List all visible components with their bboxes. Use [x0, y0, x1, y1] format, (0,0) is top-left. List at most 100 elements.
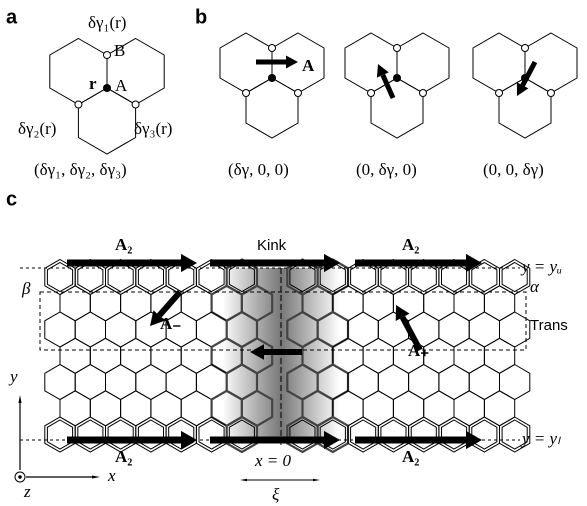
hexagon: [472, 420, 497, 449]
arrow-head: [466, 254, 482, 272]
arrow-shaft: [523, 62, 535, 85]
beta: β: [21, 279, 31, 298]
hexagon: [381, 420, 406, 449]
hexagon: [363, 338, 393, 373]
hexagon: [136, 365, 166, 400]
hexagon: [108, 420, 133, 449]
hexagon: [90, 338, 120, 373]
hexagon: [371, 78, 423, 138]
hexagon: [454, 286, 484, 321]
hexagon: [75, 365, 105, 400]
gamma1: δγ₁(r): [88, 13, 126, 32]
arrow-head: [18, 395, 21, 403]
site: [368, 90, 375, 97]
hexagon: [181, 338, 211, 373]
x-zero: x = 0: [254, 451, 292, 470]
site: [496, 90, 503, 97]
gamma3: δγ₃(r): [134, 119, 172, 138]
site-a: [393, 74, 401, 82]
y-upper: y = yᵤ: [520, 257, 562, 276]
axis-x: x: [107, 466, 116, 485]
hexagon: [246, 78, 298, 138]
hexagon: [136, 417, 166, 452]
arrow-head: [240, 479, 247, 482]
hexagon: [348, 417, 378, 452]
site-a: [103, 84, 111, 92]
hexagon: [393, 391, 423, 426]
hexagon: [121, 338, 151, 373]
hexagon: [397, 33, 449, 93]
panel-label: b: [195, 6, 207, 28]
hexagon: [500, 365, 530, 400]
site: [132, 101, 139, 108]
site: [104, 52, 111, 59]
a-minus: A₋: [160, 314, 181, 333]
hexagon: [78, 88, 135, 154]
hexagon: [181, 286, 211, 321]
hexagon: [199, 263, 224, 292]
hexagon: [411, 420, 436, 449]
a2-label: A₂: [402, 235, 419, 254]
hexagon: [363, 391, 393, 426]
hexagon: [472, 263, 497, 292]
site: [419, 90, 426, 97]
shapes: [15, 33, 577, 482]
hexagon: [469, 365, 499, 400]
z-axis-dot: [18, 475, 22, 479]
hexagon: [60, 286, 90, 321]
hexagon: [484, 391, 514, 426]
hexagon: [60, 391, 90, 426]
hexagon: [351, 420, 376, 449]
hexagon: [454, 338, 484, 373]
axis-y: y: [8, 367, 18, 386]
hexagon: [484, 338, 514, 373]
hexagon: [181, 391, 211, 426]
hexagon: [442, 420, 467, 449]
arrow-shaft: [159, 292, 180, 316]
hexagon: [439, 417, 469, 452]
hexagon: [121, 286, 151, 321]
hexagon: [166, 365, 196, 400]
site: [243, 90, 250, 97]
kink-label: Kink: [257, 237, 287, 254]
trans-label: Trans: [530, 317, 568, 334]
xi: ξ: [272, 485, 280, 504]
site-a: A: [115, 76, 128, 95]
gamma2: δγ₂(r): [18, 119, 56, 138]
hexagon: [348, 365, 378, 400]
hexagon: [351, 263, 376, 292]
site-a: [268, 74, 276, 82]
hexagon: [378, 365, 408, 400]
hexagon: [121, 391, 151, 426]
hexagon: [106, 365, 136, 400]
caption: (δγ₁, δγ₂, δγ₃): [34, 160, 127, 179]
hexagon: [439, 365, 469, 400]
site: [294, 90, 301, 97]
caption: (0, 0, δγ): [483, 160, 544, 179]
hexagon: [75, 312, 105, 347]
panel-label: c: [6, 188, 17, 210]
caption: (δγ, 0, 0): [228, 160, 289, 179]
arrow-head: [286, 56, 298, 69]
hexagon: [484, 286, 514, 321]
site: [547, 90, 554, 97]
hexagon: [151, 338, 181, 373]
hexagon: [60, 338, 90, 373]
a2-label: A₂: [402, 447, 419, 466]
arrow-head: [92, 475, 100, 478]
site: [522, 45, 529, 52]
r-label: r: [89, 74, 97, 93]
vector-label: A: [302, 56, 315, 75]
hexagon: [78, 420, 103, 449]
hexagon: [106, 312, 136, 347]
hexagon: [409, 365, 439, 400]
panel-label: a: [6, 6, 18, 28]
hexagon: [454, 391, 484, 426]
hexagon: [138, 263, 163, 292]
hexagon: [45, 417, 75, 452]
a2-label: A₂: [115, 447, 132, 466]
arrow-shaft: [383, 75, 393, 98]
hexagon: [90, 391, 120, 426]
site: [269, 45, 276, 52]
hexagon: [75, 417, 105, 452]
